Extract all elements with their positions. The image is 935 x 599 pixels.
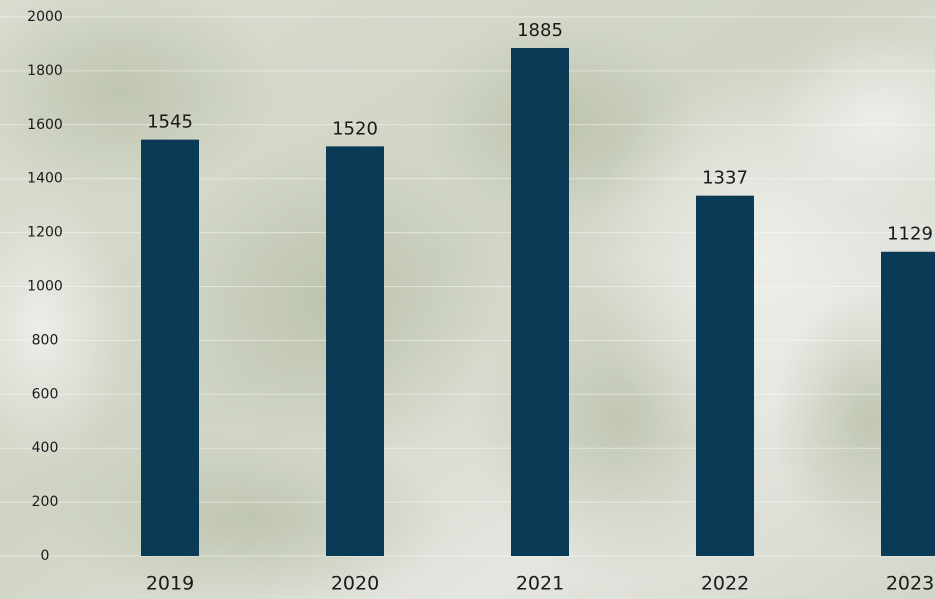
y-tick-label: 600 <box>32 386 59 402</box>
y-tick-label: 1400 <box>27 171 63 187</box>
value-label: 1129 <box>887 224 933 245</box>
bar <box>326 146 384 557</box>
value-label: 1520 <box>332 118 378 139</box>
x-tick-label: 2021 <box>516 573 564 595</box>
y-tick-label: 1600 <box>27 117 63 133</box>
x-tick-label: 2020 <box>331 573 379 595</box>
y-tick-label: 1000 <box>27 279 63 295</box>
bar <box>696 195 754 556</box>
value-label: 1885 <box>517 20 563 41</box>
y-tick-label: 1800 <box>27 63 63 79</box>
y-tick-label: 1200 <box>27 225 63 241</box>
y-tick-label: 0 <box>41 548 50 564</box>
value-label: 1337 <box>702 168 748 189</box>
y-tick-label: 800 <box>32 332 59 348</box>
y-tick-label: 200 <box>32 494 59 510</box>
y-tick-label: 400 <box>32 440 59 456</box>
x-tick-label: 2022 <box>701 573 749 595</box>
x-tick-label: 2019 <box>146 573 194 595</box>
y-tick-label: 2000 <box>27 9 63 25</box>
bar <box>141 139 199 556</box>
plot-area: 0 200 400 600 800 1000 1200 1400 1600 1800 2000 154… <box>0 9 935 595</box>
bar <box>881 251 935 556</box>
x-tick-label: 2023 <box>886 573 934 595</box>
bar <box>511 47 569 557</box>
value-label: 1545 <box>147 112 193 133</box>
